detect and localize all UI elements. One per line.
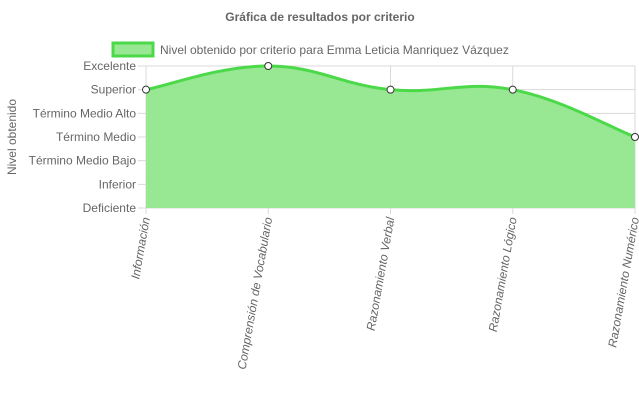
y-axis-label: Nivel obtenido — [5, 99, 19, 175]
data-point[interactable] — [142, 85, 150, 94]
x-tick-label: Información — [128, 216, 153, 280]
legend[interactable]: Nivel obtenido por criterio para Emma Le… — [111, 41, 509, 58]
legend-swatch — [111, 41, 155, 58]
data-point[interactable] — [264, 62, 273, 70]
data-point[interactable] — [386, 85, 395, 94]
x-tick-label: Razonamiento Lógico — [486, 216, 520, 333]
y-tick-label: Deficiente — [83, 201, 137, 215]
y-tick-label: Término Medio Bajo — [29, 154, 137, 168]
y-tick-label: Superior — [91, 83, 136, 97]
x-tick-labels: Información Comprensión de Vocabulario Raz… — [128, 216, 639, 371]
chart-title: Gráfica de resultados por criterio — [225, 10, 414, 24]
y-tick-labels: Deficiente Inferior Término Medio Bajo Térm… — [29, 59, 137, 215]
y-tick-label: Excelente — [83, 59, 136, 73]
x-tick-label: Comprensión de Vocabulario — [235, 216, 276, 371]
x-tick-label: Razonamiento Numérico — [605, 216, 639, 349]
legend-label: Nivel obtenido por criterio para Emma Le… — [160, 43, 509, 57]
data-point[interactable] — [508, 85, 517, 94]
data-point[interactable] — [631, 133, 639, 141]
series-area-fill — [146, 66, 635, 208]
y-tick-label: Término Medio — [56, 130, 136, 144]
y-tick-label: Inferior — [99, 177, 136, 191]
x-tick-label: Razonamiento Verbal — [364, 216, 398, 332]
y-tick-label: Término Medio Alto — [33, 106, 137, 120]
